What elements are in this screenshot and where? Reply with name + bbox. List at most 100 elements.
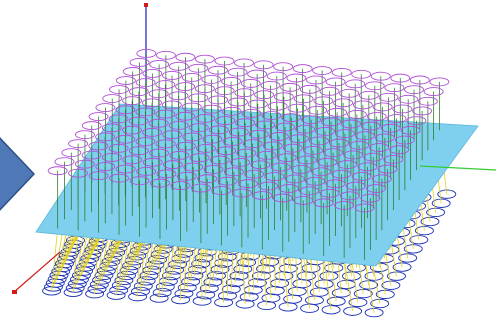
bottom-ring [43, 282, 63, 292]
top-ring [323, 148, 344, 158]
top-ring [169, 150, 190, 160]
top-ring [302, 145, 323, 155]
top-ring [286, 73, 307, 83]
top-ring [250, 160, 271, 170]
top-ring [363, 152, 384, 162]
top-ring [162, 71, 183, 80]
top-ring [309, 136, 329, 146]
top-ring [168, 120, 189, 130]
top-ring [215, 116, 236, 126]
top-ring [170, 181, 191, 191]
top-ring [150, 178, 170, 188]
lower-stem [51, 228, 59, 291]
top-ring [201, 104, 222, 114]
top-ring [242, 139, 263, 149]
top-ring [95, 162, 116, 172]
top-ring [109, 85, 130, 94]
top-ring [196, 143, 216, 153]
bottom-ring [431, 198, 451, 208]
top-ring [188, 123, 209, 133]
top-ring [68, 168, 89, 178]
z-axis-tip [144, 3, 148, 7]
top-ring [270, 162, 291, 172]
bottom-ring [409, 235, 429, 245]
top-ring [129, 176, 150, 186]
bottom-ring [142, 265, 162, 275]
bottom-ring [76, 262, 96, 272]
top-ring [161, 100, 182, 110]
top-ring [281, 113, 302, 123]
top-ring [128, 116, 149, 126]
top-ring [325, 77, 346, 87]
top-ring [351, 69, 372, 79]
top-ring [340, 119, 361, 129]
top-ring [236, 148, 257, 158]
bottom-ring [114, 275, 134, 286]
bottom-ring [194, 253, 214, 263]
top-ring [149, 148, 170, 158]
lower-stem [282, 251, 289, 307]
top-ring [339, 88, 360, 98]
bottom-ring [437, 189, 457, 199]
top-ring [335, 129, 355, 139]
top-ring [102, 94, 123, 104]
top-ring [81, 121, 102, 131]
top-ring [183, 162, 204, 172]
top-ring [293, 94, 314, 104]
top-ring [273, 92, 294, 102]
top-ring [276, 153, 297, 163]
top-ring [221, 76, 242, 86]
top-ring [108, 143, 129, 153]
top-ring [354, 131, 375, 141]
top-ring [168, 61, 189, 71]
x-axis-tip [12, 290, 17, 294]
top-ring [214, 56, 235, 66]
top-ring [122, 67, 143, 76]
top-ring [343, 150, 364, 160]
top-ring [321, 117, 342, 127]
top-ring [197, 174, 218, 184]
top-ring [175, 141, 196, 151]
top-ring [260, 80, 281, 90]
top-ring [194, 84, 215, 94]
bottom-ring [145, 260, 165, 270]
top-ring [313, 96, 334, 106]
bottom-ring [127, 251, 147, 261]
top-ring [115, 105, 136, 115]
top-ring [223, 167, 244, 177]
top-ring [95, 132, 116, 142]
top-ring [115, 134, 136, 144]
top-ring [299, 84, 320, 94]
top-ring [203, 164, 224, 174]
top-ring [295, 124, 316, 134]
top-ring [142, 127, 163, 137]
top-ring [201, 74, 222, 84]
top-ring [214, 86, 235, 96]
bottom-ring [326, 296, 346, 306]
top-ring [264, 172, 285, 182]
top-ring [352, 100, 373, 110]
top-ring [319, 86, 340, 96]
top-ring [371, 174, 392, 184]
top-ring [349, 140, 370, 150]
top-ring [168, 91, 189, 101]
bottom-ring [155, 282, 175, 292]
top-ring [135, 78, 156, 87]
top-ring [234, 58, 254, 68]
top-ring [423, 87, 444, 97]
top-ring [115, 76, 136, 85]
top-ring-layer [47, 48, 450, 213]
bottom-ring [392, 262, 412, 272]
top-ring [68, 139, 89, 149]
top-ring [377, 164, 398, 174]
top-ring [337, 160, 358, 169]
chevron-right-icon[interactable] [0, 134, 38, 214]
top-ring [115, 164, 136, 174]
bottom-ring [165, 265, 185, 275]
bottom-ring [67, 279, 87, 289]
top-ring [74, 159, 95, 169]
top-ring [176, 171, 197, 181]
top-ring [241, 108, 262, 118]
